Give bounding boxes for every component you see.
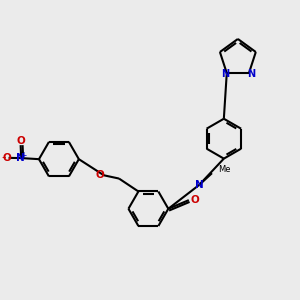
Text: O: O	[16, 136, 25, 146]
Text: -: -	[2, 151, 6, 164]
Text: N: N	[247, 69, 255, 79]
Text: +: +	[21, 151, 27, 160]
Text: O: O	[190, 195, 199, 205]
Text: N: N	[195, 180, 203, 190]
Text: N: N	[221, 69, 229, 79]
Text: O: O	[3, 153, 11, 163]
Text: N: N	[16, 153, 25, 163]
Text: Me: Me	[218, 165, 231, 174]
Text: O: O	[95, 170, 104, 180]
